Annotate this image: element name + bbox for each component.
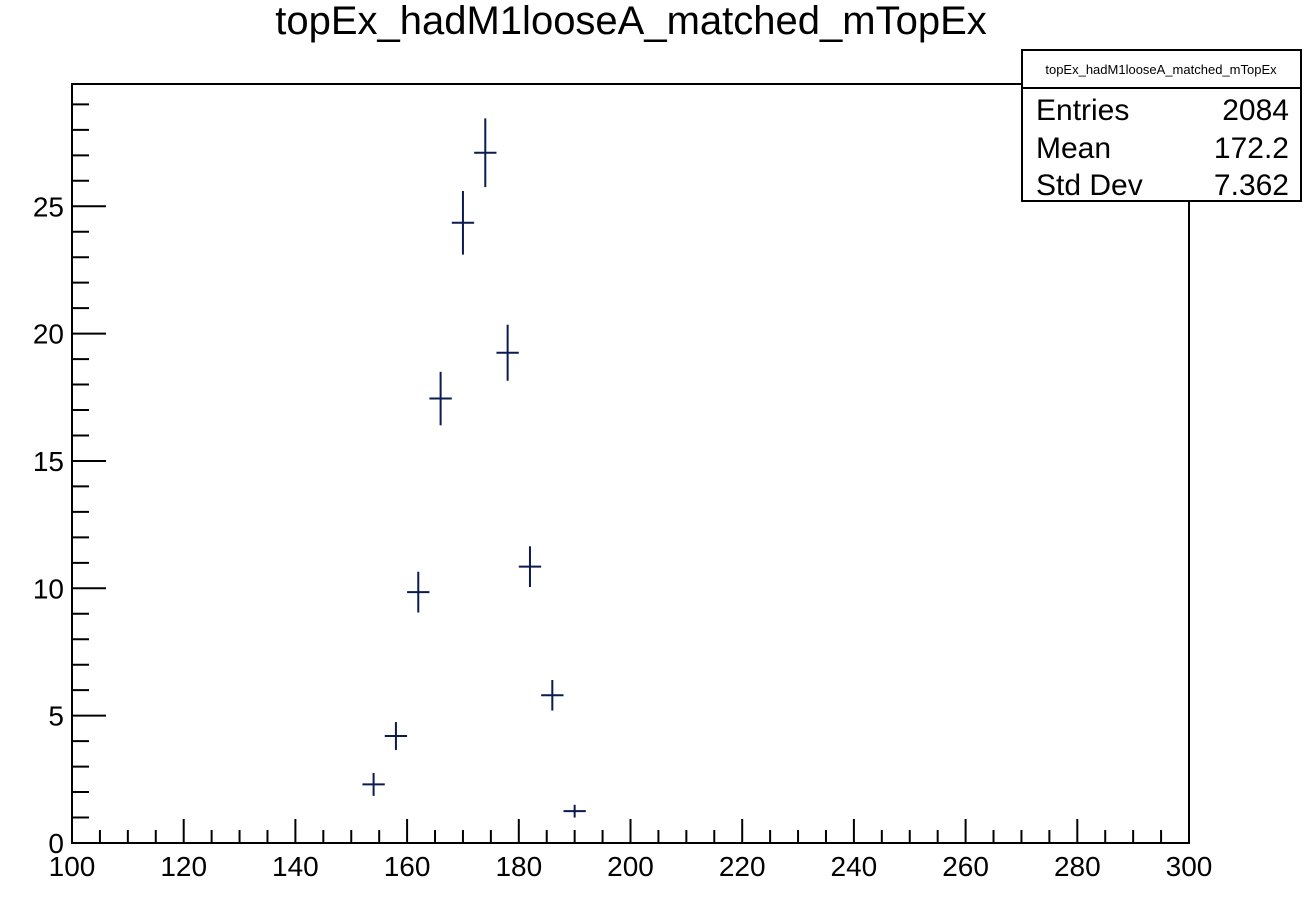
x-tick-label: 240: [831, 851, 878, 882]
data-point: [451, 190, 475, 255]
x-axis: 100 120 140 160 180 200 220 240 260 280 300: [49, 819, 1213, 882]
x-tick-label: 260: [942, 851, 989, 882]
stats-entries-value: 2084: [1222, 94, 1289, 127]
y-tick-label: 10: [33, 573, 64, 604]
stats-stddev-value: 7.362: [1214, 169, 1289, 202]
y-tick-label: 15: [33, 446, 64, 477]
x-tick-label: 160: [384, 851, 431, 882]
y-axis: 0 5 10 15 20 25: [33, 103, 106, 859]
data-points: [362, 118, 586, 818]
x-tick-label: 140: [272, 851, 319, 882]
chart-title: topEx_hadM1looseA_matched_mTopEx: [275, 0, 987, 43]
x-tick-label: 180: [495, 851, 542, 882]
stats-box-title: topEx_hadM1looseA_matched_mTopEx: [1045, 62, 1277, 77]
data-point: [362, 772, 385, 796]
data-point: [429, 371, 452, 426]
x-tick-label: 220: [719, 851, 766, 882]
stats-entries-label: Entries: [1036, 94, 1129, 127]
x-tick-label: 120: [160, 851, 207, 882]
x-tick-label: 280: [1054, 851, 1101, 882]
stats-box-frame: [1021, 49, 1302, 202]
data-point: [384, 722, 408, 751]
x-tick-label: 300: [1166, 851, 1213, 882]
y-tick-label: 0: [48, 828, 64, 859]
y-tick-label: 5: [48, 701, 64, 732]
stats-stddev-label: Std Dev: [1036, 169, 1143, 202]
y-tick-label: 20: [33, 319, 64, 350]
data-point: [541, 679, 564, 711]
stats-mean-label: Mean: [1036, 132, 1111, 165]
stats-box: topEx_hadM1looseA_matched_mTopEx Entries…: [1021, 49, 1302, 202]
y-tick-label: 25: [33, 191, 64, 222]
data-point: [496, 324, 519, 381]
data-point: [563, 804, 586, 818]
x-tick-label: 100: [49, 851, 96, 882]
data-point: [407, 571, 430, 613]
stats-mean-value: 172.2: [1214, 132, 1289, 165]
data-point: [474, 118, 497, 188]
x-tick-label: 200: [607, 851, 654, 882]
data-point: [518, 546, 542, 588]
